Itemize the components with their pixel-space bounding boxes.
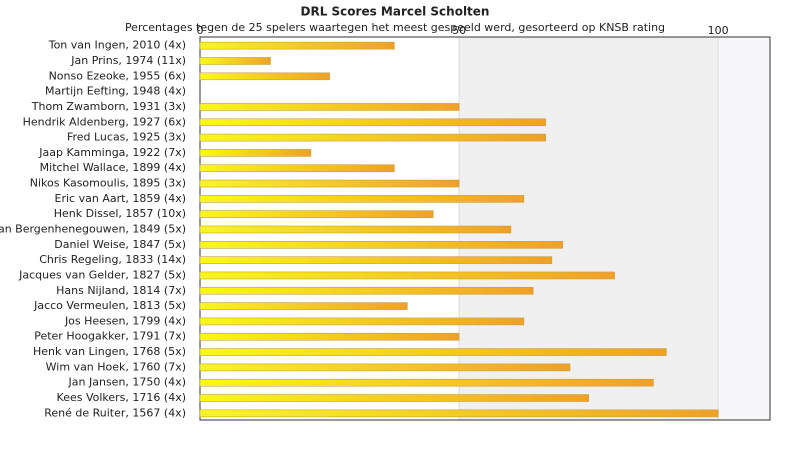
y-tick-label: Martijn Eefting, 1948 (4x) bbox=[45, 85, 186, 98]
bar bbox=[199, 149, 312, 157]
x-tick-label: 100 bbox=[708, 24, 729, 37]
bar bbox=[199, 271, 615, 280]
x-tick-label: 50 bbox=[452, 24, 466, 37]
y-tick-label: Mitchel Wallace, 1899 (4x) bbox=[40, 161, 186, 174]
y-tick-label: Jaap Kamminga, 1922 (7x) bbox=[38, 146, 186, 159]
bar bbox=[199, 317, 525, 326]
y-tick-label: Jacques van Gelder, 1827 (5x) bbox=[18, 268, 186, 281]
y-tick-label: Eric van Aart, 1859 (4x) bbox=[55, 192, 186, 205]
bar bbox=[199, 394, 589, 402]
chart-subtitle: Percentages tegen de 25 spelers waartege… bbox=[125, 21, 665, 34]
x-tick-label: 0 bbox=[197, 24, 204, 37]
bar bbox=[199, 164, 395, 173]
bar bbox=[199, 286, 534, 295]
y-tick-label: Thom Zwamborn, 1931 (3x) bbox=[31, 100, 186, 113]
y-tick-label: van Bergenhenegouwen, 1849 (5x) bbox=[0, 223, 186, 236]
bar bbox=[199, 179, 460, 188]
y-tick-label: Nikos Kasomoulis, 1895 (3x) bbox=[30, 177, 186, 190]
y-tick-label: Ton van Ingen, 2010 (4x) bbox=[48, 39, 186, 52]
bar bbox=[199, 195, 525, 203]
bar bbox=[199, 409, 719, 418]
grid-band bbox=[718, 37, 770, 420]
y-tick-label: Daniel Weise, 1847 (5x) bbox=[54, 238, 186, 251]
y-tick-label: Hendrik Aldenberg, 1927 (6x) bbox=[23, 115, 186, 128]
y-tick-label: Henk van Lingen, 1768 (5x) bbox=[33, 345, 186, 358]
bar bbox=[199, 41, 395, 50]
bar bbox=[199, 256, 553, 264]
bar bbox=[199, 57, 271, 65]
bar bbox=[199, 302, 408, 310]
y-tick-label: Fred Lucas, 1925 (3x) bbox=[67, 131, 186, 144]
y-tick-label: Peter Hoogakker, 1791 (7x) bbox=[34, 330, 186, 343]
bar bbox=[199, 103, 460, 111]
bar bbox=[199, 332, 460, 341]
y-tick-label: Chris Regeling, 1833 (14x) bbox=[39, 253, 186, 266]
bar bbox=[199, 210, 434, 218]
bar bbox=[199, 72, 330, 81]
bar bbox=[199, 378, 654, 387]
bar bbox=[199, 241, 564, 249]
y-tick-label: René de Ruiter, 1567 (4x) bbox=[44, 406, 186, 419]
y-tick-label: Jan Prins, 1974 (11x) bbox=[70, 54, 186, 67]
bar bbox=[199, 118, 546, 127]
y-tick-label: Nonso Ezeoke, 1955 (6x) bbox=[49, 69, 186, 82]
bar bbox=[199, 348, 667, 356]
y-tick-label: Jos Heesen, 1799 (4x) bbox=[64, 314, 186, 327]
bar bbox=[199, 133, 546, 142]
bar bbox=[199, 225, 512, 234]
chart-title: DRL Scores Marcel Scholten bbox=[301, 5, 490, 19]
y-tick-label: Hans Nijland, 1814 (7x) bbox=[56, 284, 186, 297]
y-tick-label: Kees Volkers, 1716 (4x) bbox=[57, 391, 186, 404]
y-tick-label: Jacco Vermeulen, 1813 (5x) bbox=[33, 299, 186, 312]
y-tick-label: Wim van Hoek, 1760 (7x) bbox=[46, 360, 186, 373]
y-tick-label: Jan Jansen, 1750 (4x) bbox=[68, 376, 186, 389]
y-tick-label: Henk Dissel, 1857 (10x) bbox=[54, 207, 186, 220]
bar bbox=[199, 363, 571, 372]
